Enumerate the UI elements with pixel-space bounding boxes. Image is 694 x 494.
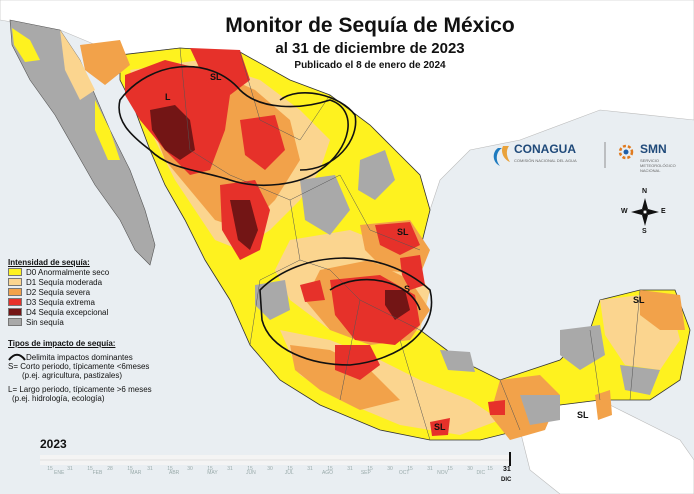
legend-item-d2: D2 Sequía severa bbox=[8, 287, 109, 297]
conagua-subtitle: COMISIÓN NACIONAL DEL AGUA bbox=[514, 158, 577, 163]
compass-e: E bbox=[661, 208, 666, 215]
timeline-month: DIC bbox=[476, 470, 486, 476]
timeline-end-month: DIC bbox=[501, 477, 512, 483]
smn-logo-icon bbox=[618, 144, 634, 160]
legend-impact-s1: S= Corto periodo, típicamente <6meses bbox=[8, 362, 150, 371]
impact-delimitation-lines bbox=[118, 65, 433, 366]
map-label-sl-qroo: SL bbox=[577, 410, 589, 420]
timeline-day: 30 bbox=[267, 466, 273, 472]
conagua-logo-icon bbox=[493, 146, 510, 166]
timeline-day: 15 bbox=[487, 466, 493, 472]
timeline-day: 30 bbox=[387, 466, 393, 472]
timeline-day: 31 bbox=[347, 466, 353, 472]
legend-item-none: Sin sequía bbox=[8, 317, 109, 327]
timeline-day: 30 bbox=[187, 466, 193, 472]
map-label-s-center: S bbox=[404, 284, 410, 294]
legend-impact-s2: (p.ej. agricultura, pastizales) bbox=[22, 371, 123, 380]
map-subtitle: al 31 de diciembre de 2023 bbox=[275, 40, 465, 57]
timeline-day: 15 bbox=[167, 466, 173, 472]
timeline-month: ENE bbox=[54, 470, 65, 476]
timeline-month: JUN bbox=[245, 470, 256, 476]
map-label-sl-yucatan: SL bbox=[633, 295, 645, 305]
timeline-year: 2023 bbox=[40, 437, 67, 451]
legend-item-d3: D3 Sequía extrema bbox=[8, 297, 109, 307]
map-label-sl-tamaulipas: SL bbox=[397, 227, 409, 237]
compass-n: N bbox=[642, 188, 648, 195]
timeline-month: OCT bbox=[398, 470, 410, 476]
timeline-day: 15 bbox=[127, 466, 133, 472]
timeline-day: 30 bbox=[467, 466, 473, 472]
timeline-month: MAR bbox=[130, 470, 142, 476]
smn-name: SMN bbox=[640, 142, 667, 156]
timeline-month: ABR bbox=[169, 470, 180, 476]
conagua-name: CONAGUA bbox=[514, 142, 576, 156]
timeline-month: MAY bbox=[207, 470, 218, 476]
legend-impact: Tipos de impacto de sequía: Delimita imp… bbox=[8, 339, 178, 403]
timeline-day: 31 bbox=[227, 466, 233, 472]
timeline-month: JUL bbox=[284, 470, 294, 476]
legend-intensity-title: Intensidad de sequía: bbox=[8, 258, 90, 267]
compass-rose-icon bbox=[631, 198, 659, 226]
timeline-month: SEP bbox=[360, 470, 371, 476]
timeline-day: 15 bbox=[367, 466, 373, 472]
legend-item-d0: D0 Anormalmente seco bbox=[8, 267, 109, 277]
publication-date: Publicado el 8 de enero de 2024 bbox=[294, 60, 446, 71]
timeline-day: 15 bbox=[47, 466, 53, 472]
legend-item-d1: D1 Sequía moderada bbox=[8, 277, 109, 287]
map-label-sl-oaxaca: SL bbox=[434, 422, 446, 432]
state-boundaries bbox=[179, 47, 641, 441]
compass-s: S bbox=[642, 228, 647, 235]
timeline-end-day: 31 bbox=[503, 466, 511, 473]
timeline-day: 15 bbox=[247, 466, 253, 472]
timeline-day: 15 bbox=[207, 466, 213, 472]
impact-line-icon bbox=[8, 353, 26, 361]
timeline-day: 15 bbox=[87, 466, 93, 472]
timeline-bar bbox=[40, 452, 511, 466]
timeline-day: 15 bbox=[287, 466, 293, 472]
map-label-l-north: L bbox=[165, 92, 171, 102]
timeline-month: AGO bbox=[321, 470, 334, 476]
legend-impact-l2: (p.ej. hidrología, ecología) bbox=[12, 394, 105, 403]
timeline-day: 15 bbox=[447, 466, 453, 472]
timeline-day: 31 bbox=[147, 466, 153, 472]
timeline-day: 28 bbox=[107, 466, 113, 472]
compass-w: W bbox=[621, 208, 628, 215]
legend-item-d4: D4 Sequía excepcional bbox=[8, 307, 109, 317]
map-title: Monitor de Sequía de México bbox=[225, 14, 515, 37]
legend-impact-l1: L= Largo periodo, típicamente >6 meses bbox=[8, 385, 152, 394]
map-label-sl-north: SL bbox=[210, 72, 222, 82]
timeline-month: FEB bbox=[92, 470, 103, 476]
timeline-day: 31 bbox=[67, 466, 73, 472]
legend-impact-line: Delimita impactos dominantes bbox=[8, 352, 178, 362]
legend-intensity: Intensidad de sequía: D0 Anormalmente se… bbox=[8, 258, 109, 327]
timeline-day: 31 bbox=[427, 466, 433, 472]
timeline-day: 15 bbox=[327, 466, 333, 472]
timeline-day: 15 bbox=[407, 466, 413, 472]
timeline-day: 31 bbox=[307, 466, 313, 472]
smn-subtitle: SERVICIO METEOROLÓGICO NACIONAL bbox=[640, 158, 676, 173]
legend-impact-title: Tipos de impacto de sequía: bbox=[8, 339, 116, 348]
timeline-month: NOV bbox=[437, 470, 448, 476]
